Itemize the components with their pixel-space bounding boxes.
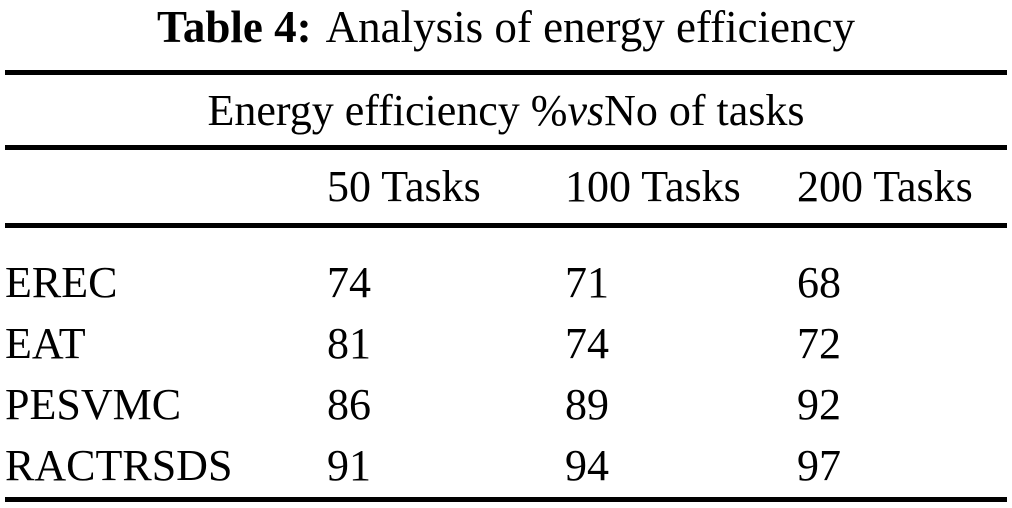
table-caption: Table 4: Analysis of energy efficiency — [0, 0, 1012, 70]
value-cell: 94 — [565, 441, 609, 490]
bottom-rule — [5, 497, 1007, 502]
table-title: Energy efficiency % vs No of tasks — [0, 75, 1012, 145]
table-title-suffix: No of tasks — [604, 85, 805, 135]
mid-rule-2 — [5, 223, 1007, 228]
value-cell: 72 — [797, 319, 841, 368]
table-row: EREC 74 71 68 — [5, 252, 1007, 313]
value-cell: 74 — [565, 319, 609, 368]
table-title-prefix: Energy efficiency % — [207, 85, 568, 135]
value-cell: 91 — [327, 441, 371, 490]
caption-text: Analysis of energy efficiency — [325, 2, 856, 52]
column-header-50-tasks: 50 Tasks — [327, 162, 481, 211]
caption-label: Table 4: — [156, 2, 312, 52]
value-cell: 89 — [565, 380, 609, 429]
value-cell: 71 — [565, 258, 609, 307]
value-cell: 92 — [797, 380, 841, 429]
value-cell: 74 — [327, 258, 371, 307]
table-row: RACTRSDS 91 94 97 — [5, 435, 1007, 496]
table-row: PESVMC 86 89 92 — [5, 374, 1007, 435]
value-cell: 86 — [327, 380, 371, 429]
value-cell: 97 — [797, 441, 841, 490]
top-rule — [5, 70, 1007, 75]
method-name: RACTRSDS — [5, 441, 233, 490]
method-name: EAT — [5, 319, 86, 368]
method-name: EREC — [5, 258, 118, 307]
column-header-200-tasks: 200 Tasks — [797, 162, 973, 211]
table-body: EREC 74 71 68 EAT 81 74 72 PESVMC 86 89 … — [5, 228, 1007, 497]
mid-rule-1 — [5, 145, 1007, 150]
table-title-vs: vs — [567, 85, 605, 135]
table-row: EAT 81 74 72 — [5, 313, 1007, 374]
column-header-100-tasks: 100 Tasks — [565, 162, 741, 211]
method-name: PESVMC — [5, 380, 182, 429]
column-header-row: 50 Tasks 100 Tasks 200 Tasks — [5, 150, 1007, 223]
value-cell: 68 — [797, 258, 841, 307]
value-cell: 81 — [327, 319, 371, 368]
